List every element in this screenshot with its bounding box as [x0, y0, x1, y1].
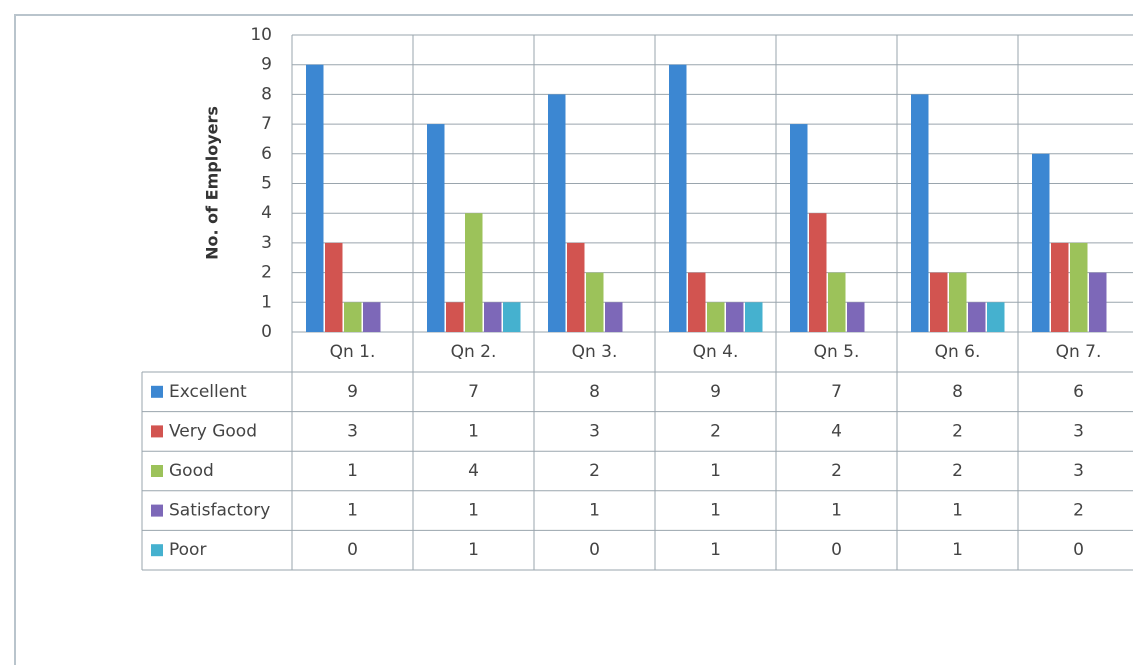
bar: [847, 302, 865, 332]
table-value: 2: [831, 461, 842, 481]
bar: [726, 302, 744, 332]
table-value: 9: [710, 382, 721, 402]
table-value: 2: [952, 421, 963, 441]
bar: [930, 272, 948, 332]
bar: [669, 64, 687, 332]
table-value: 1: [468, 540, 479, 560]
y-tick-label: 9: [261, 55, 272, 75]
y-axis-title: No. of Employers: [203, 106, 222, 260]
bar: [503, 302, 521, 332]
table-value: 1: [347, 461, 358, 481]
x-tick-label: Qn 5.: [814, 342, 860, 362]
bar: [363, 302, 381, 332]
table-value: 1: [710, 501, 721, 521]
bar: [605, 302, 623, 332]
bar: [344, 302, 362, 332]
legend-label: Excellent: [169, 382, 247, 402]
legend-label: Poor: [169, 540, 206, 560]
y-tick-label: 1: [261, 292, 272, 312]
table-value: 0: [589, 540, 600, 560]
bar: [987, 302, 1005, 332]
bar: [306, 64, 324, 332]
table-value: 1: [952, 501, 963, 521]
legend-label: Satisfactory: [169, 501, 270, 521]
x-tick-label: Qn 3.: [572, 342, 618, 362]
bar: [968, 302, 986, 332]
table-value: 0: [347, 540, 358, 560]
x-tick-label: Qn 4.: [693, 342, 739, 362]
bar: [949, 272, 967, 332]
bar: [1089, 272, 1107, 332]
table-value: 1: [468, 421, 479, 441]
table-value: 2: [952, 461, 963, 481]
table-value: 1: [468, 501, 479, 521]
y-tick-label: 2: [261, 263, 272, 283]
legend-swatch: [151, 385, 163, 398]
legend-swatch: [151, 544, 163, 557]
bar: [790, 124, 808, 332]
bar: [707, 302, 725, 332]
table-value: 1: [952, 540, 963, 560]
table-value: 0: [831, 540, 842, 560]
x-tick-label: Qn 1.: [330, 342, 376, 362]
legend-label: Very Good: [169, 421, 257, 441]
table-value: 1: [710, 540, 721, 560]
table-value: 3: [1073, 421, 1084, 441]
y-tick-label: 0: [261, 322, 272, 342]
bar: [325, 242, 343, 332]
table-value: 2: [1073, 501, 1084, 521]
table-value: 1: [831, 501, 842, 521]
x-tick-label: Qn 2.: [451, 342, 497, 362]
y-tick-label: 10: [250, 25, 272, 45]
bar: [586, 272, 604, 332]
bar: [465, 213, 483, 332]
bar: [548, 94, 566, 333]
bar: [484, 302, 502, 332]
table-value: 6: [1073, 382, 1084, 402]
y-tick-label: 4: [261, 203, 272, 223]
legend-swatch: [151, 504, 163, 517]
legend-swatch: [151, 465, 163, 477]
bar: [427, 124, 445, 332]
table-value: 8: [589, 382, 600, 402]
bar: [567, 242, 585, 332]
bar: [911, 94, 929, 333]
y-tick-label: 8: [261, 84, 272, 104]
bar: [688, 272, 706, 332]
table-value: 0: [1073, 540, 1084, 560]
bar: [446, 302, 464, 332]
x-tick-label: Qn 6.: [935, 342, 981, 362]
table-value: 1: [589, 501, 600, 521]
table-value: 2: [589, 461, 600, 481]
table-value: 2: [710, 421, 721, 441]
table-value: 3: [1073, 461, 1084, 481]
bar: [809, 213, 827, 332]
bar: [1070, 242, 1088, 332]
table-value: 4: [831, 421, 842, 441]
y-tick-label: 3: [261, 233, 272, 253]
table-value: 3: [589, 421, 600, 441]
table-value: 3: [347, 421, 358, 441]
y-tick-label: 5: [261, 174, 272, 194]
chart-frame: [14, 14, 1133, 665]
legend-label: Good: [169, 461, 214, 481]
x-tick-label: Qn 7.: [1056, 342, 1102, 362]
table-value: 7: [831, 382, 842, 402]
table-value: 9: [347, 382, 358, 402]
table-value: 1: [347, 501, 358, 521]
table-value: 7: [468, 382, 479, 402]
bar: [828, 272, 846, 332]
bar: [745, 302, 763, 332]
table-value: 1: [710, 461, 721, 481]
table-value: 8: [952, 382, 963, 402]
bar: [1051, 242, 1069, 332]
bar: [1032, 153, 1050, 332]
y-tick-label: 7: [261, 114, 272, 134]
legend-swatch: [151, 425, 163, 438]
y-tick-label: 6: [261, 144, 272, 164]
table-value: 4: [468, 461, 479, 481]
